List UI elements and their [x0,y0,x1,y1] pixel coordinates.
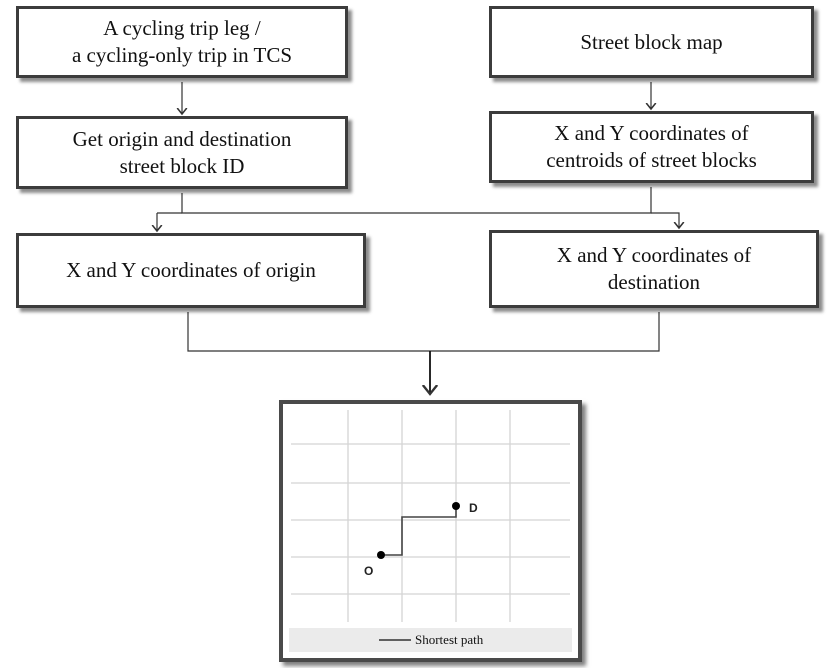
connector-merge-bottom [187,312,660,352]
map-legend [289,628,572,652]
box-cycling-trip: A cycling trip leg / a cycling-only trip… [16,6,348,78]
connector-merge-top [181,187,652,214]
street-grid-lines [291,410,570,622]
box-get-street-block-ids: Get origin and destination street block … [16,116,348,189]
street-grid-map: O D Shortest path [279,400,582,662]
box-street-block-map: Street block map [489,6,814,78]
box-centroid-coordinates: X and Y coordinates of centroids of stre… [489,111,814,183]
destination-marker [452,502,460,510]
box-destination-coordinates: X and Y coordinates of destination [489,230,819,308]
arrow-merge-to-destination [651,212,679,228]
shortest-path-line [381,506,457,556]
origin-marker [377,551,385,559]
destination-label: D [469,501,478,515]
legend-label: Shortest path [415,632,484,647]
box-origin-coordinates: X and Y coordinates of origin [16,233,366,308]
origin-label: O [364,564,373,578]
